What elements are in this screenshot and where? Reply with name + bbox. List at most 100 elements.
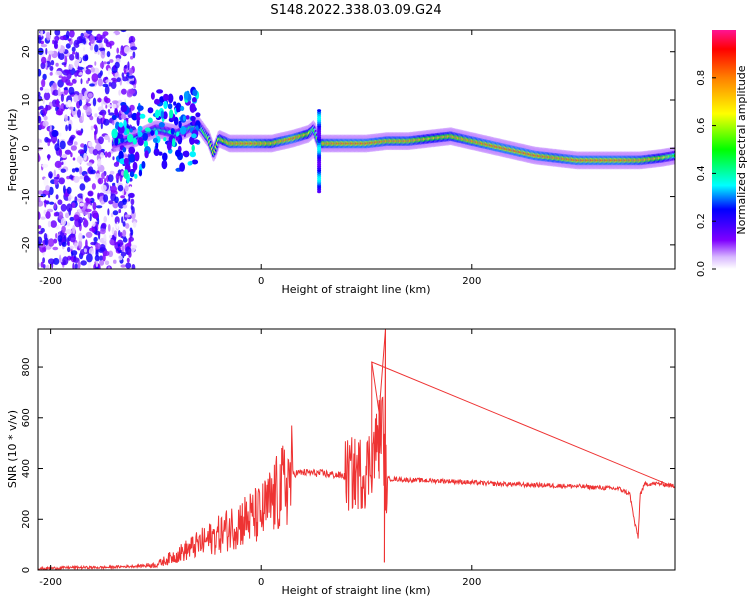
spectrogram-x-label: Height of straight line (km) <box>281 283 430 296</box>
heatmap-noise-cell <box>67 246 71 253</box>
heatmap-noise-cell <box>130 204 134 211</box>
heatmap-turbulence-cell <box>143 140 148 148</box>
heatmap-noise-cell <box>78 240 83 249</box>
heatmap-noise-cell <box>60 104 64 109</box>
heatmap-noise-cell <box>38 236 43 245</box>
heatmap-noise-cell <box>38 91 41 97</box>
heatmap-turbulence-cell <box>179 94 184 102</box>
heatmap-noise-cell <box>60 218 66 226</box>
heatmap-noise-cell <box>40 216 46 220</box>
heatmap-noise-cell <box>73 141 78 146</box>
heatmap-turbulence-cell <box>178 120 182 129</box>
heatmap-noise-cell <box>76 198 84 202</box>
heatmap-noise-cell <box>57 235 63 243</box>
colorbar-tick-label: 0.0 <box>696 261 707 277</box>
heatmap-turbulence-cell <box>126 128 130 135</box>
heatmap-noise-cell <box>130 46 138 51</box>
heatmap-noise-cell <box>38 230 43 235</box>
heatmap-noise-cell <box>38 106 42 111</box>
heatmap-noise-cell <box>87 262 92 269</box>
heatmap-turbulence-cell <box>123 169 129 180</box>
heatmap-noise-cell <box>83 175 90 183</box>
heatmap-turbulence-cell <box>136 105 144 111</box>
x-tick-label: -200 <box>39 577 62 588</box>
heatmap-noise-cell <box>74 59 79 68</box>
heatmap-noise-cell <box>43 200 50 204</box>
heatmap-noise-cell <box>78 43 84 47</box>
heatmap-turbulence-cell <box>141 161 146 169</box>
heatmap-noise-cell <box>99 255 103 261</box>
heatmap-noise-cell <box>100 184 107 192</box>
heatmap-turbulence-cell <box>160 110 164 119</box>
heatmap-noise-cell <box>103 233 107 242</box>
heatmap-noise-cell <box>95 266 99 269</box>
heatmap-turbulence-cell <box>191 159 199 165</box>
spectrogram-y-label: Frequency (Hz) <box>6 109 19 192</box>
heatmap-noise-cell <box>67 197 71 202</box>
heatmap-noise-cell <box>104 177 107 184</box>
heatmap-noise-cell <box>58 148 63 158</box>
heatmap-turbulence-cell <box>120 137 124 143</box>
heatmap-turbulence-cell <box>128 146 136 155</box>
heatmap-noise-cell <box>53 40 58 49</box>
snr-frame <box>37 328 676 571</box>
heatmap-noise-cell <box>58 40 61 50</box>
heatmap-noise-cell <box>88 141 93 148</box>
heatmap-noise-cell <box>64 114 68 122</box>
heatmap-noise-cell <box>73 39 80 48</box>
heatmap-noise-cell <box>81 96 86 101</box>
heatmap-noise-cell <box>101 222 107 229</box>
heatmap-noise-cell <box>120 30 127 33</box>
heatmap-noise-cell <box>118 230 121 237</box>
heatmap-noise-cell <box>65 212 70 219</box>
heatmap-noise-cell <box>55 224 60 230</box>
heatmap-noise-cell <box>92 201 97 211</box>
heatmap-noise-cell <box>120 264 126 268</box>
heatmap-noise-cell <box>97 50 100 55</box>
heatmap-noise-cell <box>40 30 43 37</box>
heatmap-noise-cell <box>95 260 99 268</box>
heatmap-turbulence-cell <box>111 114 117 121</box>
heatmap-noise-cell <box>49 72 53 76</box>
heatmap-noise-cell <box>61 62 67 66</box>
heatmap-noise-cell <box>55 70 62 76</box>
snr-plot-area <box>38 329 675 570</box>
heatmap-noise-cell <box>69 234 76 243</box>
heatmap-noise-cell <box>114 196 119 204</box>
heatmap-noise-cell <box>108 174 114 183</box>
colorbar-ticks: 0.0 0.2 0.4 0.6 0.8 <box>696 70 716 277</box>
heatmap-noise-cell <box>99 61 105 69</box>
heatmap-turbulence-cell <box>182 151 188 157</box>
heatmap-noise-cell <box>107 104 113 108</box>
heatmap-noise-cell <box>55 110 63 116</box>
heatmap-noise-cell <box>54 30 61 36</box>
heatmap-noise-cell <box>74 242 78 249</box>
heatmap-turbulence-cell <box>139 113 146 119</box>
heatmap-noise-cell <box>130 198 135 205</box>
heatmap-noise-cell <box>82 217 85 221</box>
heatmap-noise-cell <box>100 122 103 130</box>
heatmap-noise-cell <box>69 136 75 141</box>
colorbar-tick-label: 0.8 <box>696 70 707 86</box>
heatmap-noise-cell <box>101 99 104 108</box>
heatmap-noise-cell <box>89 45 94 51</box>
heatmap-noise-cell <box>41 56 47 64</box>
heatmap-noise-cell <box>107 109 111 114</box>
colorbar-gradient <box>712 30 736 269</box>
heatmap-noise-cell <box>109 234 113 239</box>
heatmap-noise-cell <box>74 72 78 77</box>
heatmap-noise-cell <box>87 64 93 68</box>
y-tick-label: 0 <box>21 567 32 573</box>
heatmap-turbulence-cell <box>117 124 125 134</box>
heatmap-noise-cell <box>111 226 115 236</box>
heatmap-noise-cell <box>83 104 88 111</box>
heatmap-noise-cell <box>58 177 65 185</box>
heatmap-turbulence-cell <box>118 150 124 161</box>
heatmap-turbulence-cell <box>137 131 143 138</box>
heatmap-noise-cell <box>122 229 127 237</box>
snr-x-label: Height of straight line (km) <box>281 584 430 597</box>
heatmap-noise-cell <box>87 92 93 98</box>
heatmap-noise-cell <box>133 84 137 89</box>
heatmap-noise-cell <box>121 72 125 78</box>
heatmap-noise-cell <box>103 250 110 257</box>
